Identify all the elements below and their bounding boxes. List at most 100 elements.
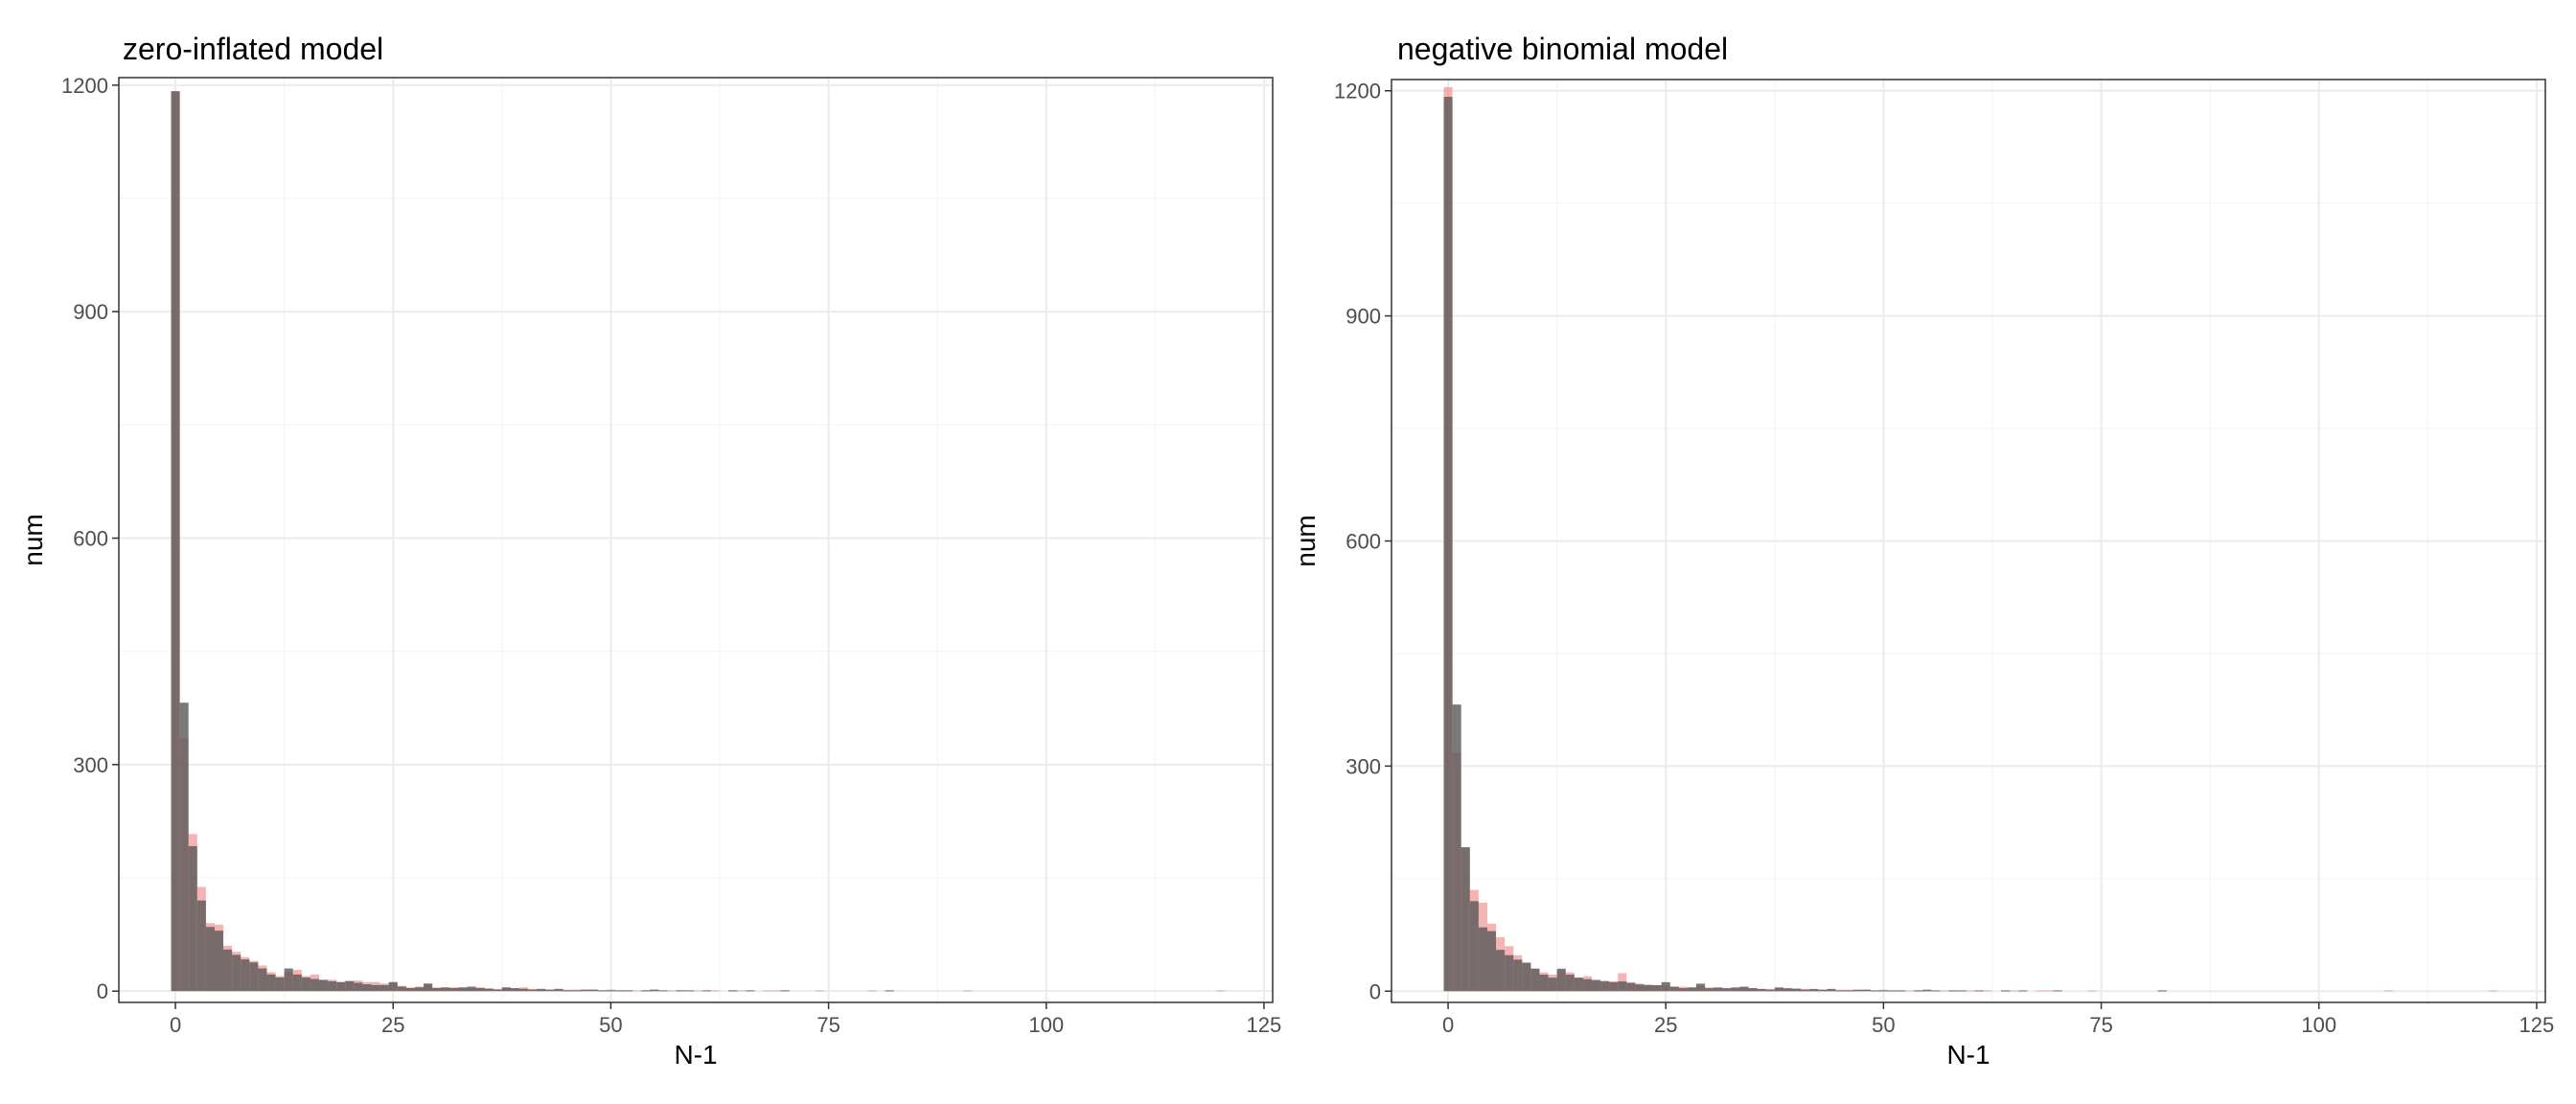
- bar-observed: [1940, 990, 1949, 992]
- bar-simulated: [1496, 950, 1506, 992]
- bar-observed: [2010, 990, 2019, 992]
- bar-simulated: [1765, 989, 1775, 992]
- bar-simulated: [1548, 978, 1557, 992]
- bar-simulated: [380, 984, 389, 992]
- x-tick-label: 125: [2519, 1013, 2555, 1037]
- bar-simulated: [1522, 962, 1531, 992]
- bar-simulated: [545, 989, 555, 992]
- bar-simulated: [1974, 990, 1984, 992]
- y-tick-label: 600: [73, 527, 108, 551]
- bar-simulated: [1897, 990, 1906, 992]
- bar-simulated: [441, 987, 450, 992]
- bar-simulated: [1782, 988, 1792, 992]
- y-tick-label: 0: [1369, 979, 1381, 1003]
- bar-simulated: [397, 986, 406, 992]
- bar-simulated: [554, 988, 564, 992]
- bar-simulated: [1739, 986, 1749, 992]
- bar-simulated: [641, 990, 651, 992]
- bar-observed: [963, 990, 973, 992]
- bar-observed: [1983, 990, 1992, 992]
- bar-simulated: [528, 989, 538, 992]
- bar-simulated: [258, 968, 267, 992]
- bar-simulated: [1922, 989, 1932, 992]
- bar-simulated: [702, 990, 711, 992]
- bar-simulated: [1835, 990, 1845, 992]
- bar-simulated: [458, 987, 468, 992]
- bar-simulated: [1878, 990, 1888, 992]
- bar-simulated: [1626, 982, 1636, 992]
- bar-simulated: [1669, 986, 1679, 992]
- bar-simulated: [449, 988, 459, 992]
- bar-simulated: [1486, 931, 1497, 992]
- x-tick-label: 25: [381, 1013, 404, 1037]
- bar-simulated: [318, 979, 329, 992]
- panel-border: [118, 77, 1274, 1003]
- bar-simulated: [1722, 988, 1732, 992]
- bar-simulated: [510, 988, 519, 992]
- x-axis-title: N-1: [674, 1040, 717, 1070]
- bar-simulated: [266, 974, 276, 992]
- bar-simulated: [2018, 990, 2028, 992]
- bar-simulated: [354, 982, 363, 992]
- bar-simulated: [241, 959, 250, 992]
- bar-simulated: [1618, 981, 1627, 992]
- bar-observed: [867, 990, 877, 992]
- bar-simulated: [188, 845, 197, 992]
- bar-simulated: [1748, 988, 1758, 992]
- bar-simulated: [684, 990, 694, 992]
- bar-observed: [2044, 990, 2054, 992]
- bar-simulated: [1539, 975, 1549, 992]
- bar-simulated: [1852, 989, 1862, 992]
- bar-simulated: [1591, 979, 1601, 992]
- x-tick-label: 0: [170, 1013, 181, 1037]
- bar-simulated: [1635, 984, 1644, 992]
- bar-simulated: [1791, 988, 1802, 992]
- bar-simulated: [624, 990, 633, 992]
- bar-simulated: [597, 990, 607, 992]
- bar-simulated: [1600, 981, 1610, 992]
- bar-simulated: [310, 978, 319, 992]
- y-tick-label: 1200: [61, 74, 108, 98]
- bar-simulated: [1957, 990, 1966, 992]
- bar-simulated: [388, 981, 398, 992]
- bar-simulated: [1827, 988, 1836, 992]
- bar-simulated: [1582, 978, 1592, 992]
- bar-simulated: [1809, 988, 1819, 992]
- bar-simulated: [1556, 968, 1566, 992]
- plot-background: [119, 78, 1273, 1002]
- bar-observed: [737, 990, 747, 992]
- bar-simulated: [362, 984, 372, 992]
- bar-simulated: [2053, 990, 2062, 992]
- bar-simulated: [1609, 981, 1619, 992]
- bar-simulated: [1870, 990, 1879, 992]
- bar-simulated: [275, 978, 285, 992]
- bar-simulated: [588, 989, 598, 992]
- chart-panel: 0 25 50 75 100 125 0 300 600 900 1200 zero-inflated…: [18, 32, 1281, 1070]
- panel-title: zero-inflated model: [123, 32, 383, 66]
- bar-simulated: [1460, 846, 1470, 992]
- bar-simulated: [1731, 987, 1740, 992]
- panel-title: negative binomial model: [1397, 32, 1728, 66]
- y-tick-label: 900: [1346, 305, 1381, 329]
- bar-observed: [815, 990, 825, 992]
- bar-simulated: [345, 980, 355, 992]
- bar-observed: [667, 990, 677, 992]
- bar-simulated: [414, 987, 425, 992]
- bar-simulated: [2157, 990, 2167, 992]
- bar-simulated: [1861, 989, 1871, 992]
- bar-simulated: [650, 989, 659, 992]
- bar-simulated: [1914, 990, 1923, 992]
- bar-simulated: [1565, 975, 1575, 992]
- bar-observed: [1905, 990, 1915, 992]
- x-tick-label: 125: [1247, 1013, 1282, 1037]
- bar-observed: [632, 990, 642, 992]
- x-tick-label: 0: [1442, 1013, 1454, 1037]
- bar-simulated: [171, 91, 180, 992]
- bar-observed: [693, 990, 702, 992]
- bar-simulated: [432, 988, 442, 992]
- bar-simulated: [1644, 984, 1653, 992]
- bar-simulated: [728, 990, 738, 992]
- y-tick-label: 900: [73, 300, 108, 324]
- bar-simulated: [1801, 989, 1810, 992]
